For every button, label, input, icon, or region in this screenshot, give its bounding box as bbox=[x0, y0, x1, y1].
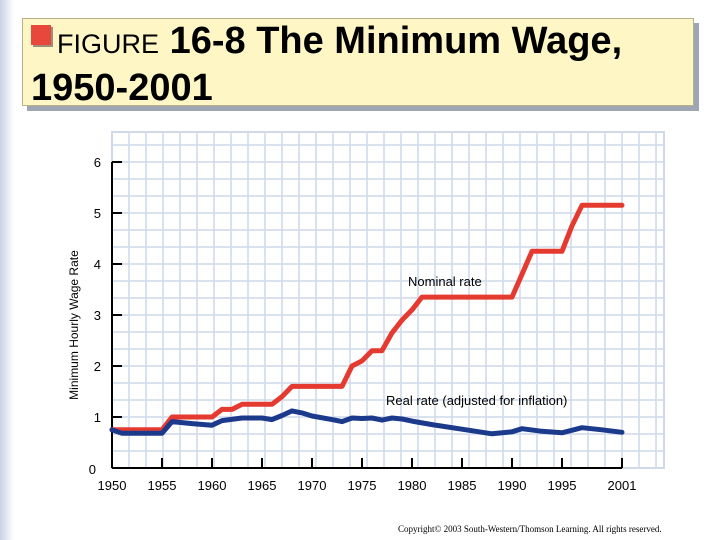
series-group bbox=[109, 202, 625, 437]
annotation-nominal: Nominal rate bbox=[408, 274, 482, 289]
y-tick-label: 5 bbox=[94, 206, 101, 221]
y-tick-label: 3 bbox=[94, 308, 101, 323]
y-tick-label: 6 bbox=[94, 155, 101, 170]
y-axis-label: Minimum Hourly Wage Rate bbox=[67, 250, 81, 400]
annotation-real: Real rate (adjusted for inflation) bbox=[386, 393, 567, 408]
copyright-notice: Copyright© 2003 South-Western/Thomson Le… bbox=[398, 524, 662, 534]
title-prefix: FIGURE bbox=[57, 29, 160, 59]
x-tick-label: 1950 bbox=[98, 478, 127, 493]
title-box: FIGURE 16-8 The Minimum Wage, 1950-2001 bbox=[22, 18, 694, 109]
title-line2: 1950-2001 bbox=[31, 67, 213, 109]
title-main: 16-8 The Minimum Wage, bbox=[169, 20, 623, 62]
title-bullet bbox=[31, 25, 51, 45]
page-title: FIGURE 16-8 The Minimum Wage, 1950-2001 bbox=[31, 19, 691, 110]
x-tick-label: 1980 bbox=[398, 478, 427, 493]
y-tick-label: 1 bbox=[94, 410, 101, 425]
y-tick-label: 4 bbox=[94, 257, 101, 272]
grid bbox=[111, 132, 664, 469]
plot-area bbox=[111, 131, 665, 469]
y-tick-label: 2 bbox=[94, 359, 101, 374]
x-tick-label: 1990 bbox=[498, 478, 527, 493]
x-tick-label: 1970 bbox=[298, 478, 327, 493]
slide-sidebar-strip bbox=[0, 0, 14, 540]
x-tick-label: 1955 bbox=[148, 478, 177, 493]
x-tick-label: 1985 bbox=[448, 478, 477, 493]
y-ticks: 0 1 2 3 4 5 6 bbox=[89, 155, 122, 477]
real-rate-line bbox=[109, 408, 625, 437]
x-tick-label: 1995 bbox=[548, 478, 577, 493]
nominal-rate-line bbox=[109, 202, 625, 433]
x-tick-label: 1960 bbox=[198, 478, 227, 493]
x-tick-label: 1975 bbox=[348, 478, 377, 493]
x-tick-label: 1965 bbox=[248, 478, 277, 493]
x-tick-label: 2001 bbox=[608, 478, 637, 493]
y-tick-label: 0 bbox=[89, 462, 96, 477]
x-ticks: 1950 1955 1960 1965 1970 1975 1980 1985 1990 1995… bbox=[98, 458, 637, 493]
